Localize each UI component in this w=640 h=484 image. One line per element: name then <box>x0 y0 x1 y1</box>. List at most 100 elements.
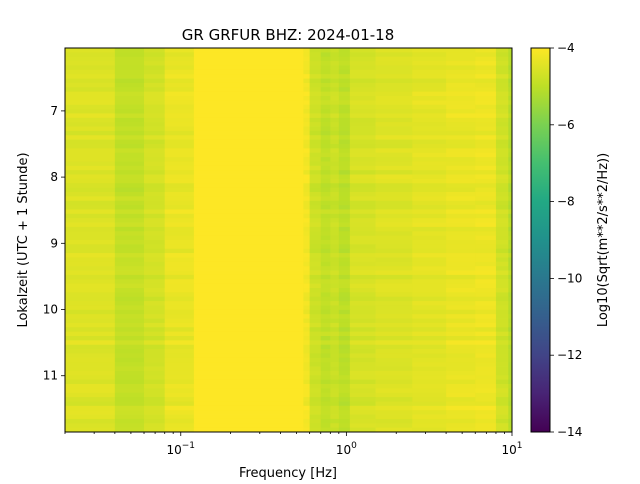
heatmap-cell <box>193 296 304 302</box>
heatmap-cell <box>508 148 513 154</box>
heatmap-cell <box>349 109 376 114</box>
heatmap-cell <box>330 357 340 363</box>
heatmap-cell <box>144 74 166 79</box>
heatmap-cell <box>320 331 331 337</box>
heatmap-cell <box>349 244 376 250</box>
x-axis-ticks: 10−1 100 101 <box>64 432 523 457</box>
heatmap-cell <box>114 192 145 197</box>
heatmap-cell <box>144 69 166 75</box>
heatmap-cell <box>193 340 304 346</box>
heatmap-cell <box>114 231 145 237</box>
heatmap-cell <box>303 218 311 223</box>
heatmap-cell <box>338 270 351 276</box>
heatmap-cell <box>320 370 331 376</box>
heatmap-cell <box>349 65 376 71</box>
heatmap-cell <box>303 196 311 202</box>
heatmap-cell <box>508 410 513 415</box>
heatmap-cell <box>303 174 311 180</box>
heatmap-cell <box>338 401 351 407</box>
heatmap-cell <box>164 218 195 223</box>
heatmap-cell <box>338 209 351 215</box>
heatmap-cell <box>446 327 476 333</box>
heatmap-cell <box>349 392 376 398</box>
heatmap-cell <box>320 113 331 119</box>
heatmap-cell <box>375 78 413 84</box>
heatmap-cell <box>303 353 311 359</box>
heatmap-cell <box>338 157 351 162</box>
heatmap-cell <box>349 279 376 285</box>
heatmap-cell <box>303 257 311 263</box>
heatmap-cell <box>303 331 311 337</box>
heatmap-cell <box>446 126 476 132</box>
heatmap-cell <box>338 414 351 420</box>
heatmap-cell <box>309 122 322 127</box>
heatmap-cell <box>330 314 340 319</box>
heatmap-cell <box>495 235 509 241</box>
heatmap-cell <box>349 174 376 180</box>
heatmap-cell <box>475 178 497 184</box>
heatmap-cell <box>446 423 476 429</box>
heatmap-cell <box>65 130 116 136</box>
heatmap-cell <box>495 379 509 385</box>
heatmap-cell <box>338 187 351 193</box>
heatmap-cell <box>412 117 447 123</box>
heatmap-cell <box>114 270 145 276</box>
heatmap-cell <box>144 213 166 219</box>
heatmap-cell <box>508 392 513 398</box>
heatmap-cell <box>375 135 413 141</box>
heatmap-cell <box>349 100 376 106</box>
heatmap-cell <box>508 253 513 258</box>
heatmap-cell <box>508 353 513 359</box>
heatmap-cell <box>65 52 116 58</box>
heatmap-cell <box>375 152 413 158</box>
heatmap-cell <box>375 349 413 354</box>
heatmap-cell <box>446 183 476 189</box>
heatmap-cell <box>144 366 166 372</box>
heatmap-cell <box>349 388 376 394</box>
heatmap-cell <box>144 292 166 298</box>
heatmap-cell <box>412 91 447 97</box>
heatmap-cell <box>65 104 116 110</box>
heatmap-cell <box>309 161 322 167</box>
heatmap-cell <box>330 74 340 79</box>
heatmap-cell <box>508 423 513 429</box>
heatmap-cell <box>375 157 413 162</box>
heatmap-cell <box>320 257 331 263</box>
heatmap-cell <box>164 78 195 84</box>
heatmap-cell <box>349 331 376 337</box>
heatmap-cell <box>375 52 413 58</box>
heatmap-cell <box>330 152 340 158</box>
heatmap-cell <box>309 69 322 75</box>
heatmap-cell <box>309 152 322 158</box>
heatmap-cell <box>495 301 509 306</box>
heatmap-cell <box>309 226 322 232</box>
heatmap-cell <box>164 344 195 350</box>
heatmap-cell <box>475 148 497 154</box>
heatmap-cell <box>412 178 447 184</box>
heatmap-cell <box>114 174 145 180</box>
heatmap-cell <box>349 122 376 127</box>
heatmap-cell <box>144 109 166 114</box>
heatmap-cell <box>475 353 497 359</box>
heatmap-cell <box>349 170 376 175</box>
heatmap-cell <box>349 213 376 219</box>
heatmap-cell <box>114 222 145 228</box>
heatmap-cell <box>475 257 497 263</box>
heatmap-cell <box>446 205 476 210</box>
heatmap-cell <box>330 301 340 306</box>
heatmap-cell <box>144 130 166 136</box>
heatmap-cell <box>349 257 376 263</box>
y-tick-label: 11 <box>43 369 58 383</box>
heatmap-cell <box>330 130 340 136</box>
heatmap-cell <box>475 104 497 110</box>
heatmap-cell <box>508 130 513 136</box>
heatmap-cell <box>446 370 476 376</box>
heatmap-cell <box>375 336 413 341</box>
heatmap-cell <box>193 226 304 232</box>
heatmap-cell <box>303 274 311 280</box>
heatmap-cell <box>309 305 322 311</box>
heatmap-cell <box>475 100 497 106</box>
heatmap-cell <box>338 240 351 245</box>
heatmap-cell <box>412 357 447 363</box>
heatmap-cell <box>65 78 116 84</box>
